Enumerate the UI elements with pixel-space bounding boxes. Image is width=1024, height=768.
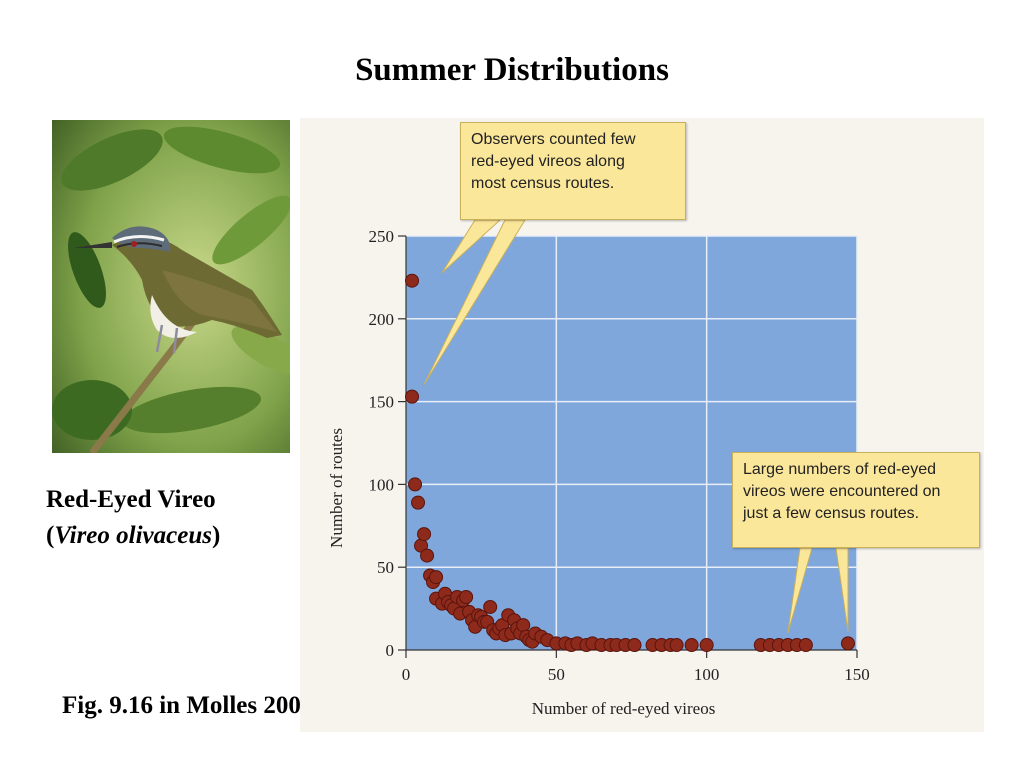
red-eyed-vireo-photo [52,120,290,453]
x-tick-label: 150 [844,665,870,684]
annotation-many-vireos: Large numbers of red-eyed vireos were en… [732,452,980,548]
annotation-line: red-eyed vireos along [471,153,625,170]
slide-title: Summer Distributions [355,52,669,88]
data-point [627,638,642,653]
callout-pointer [835,547,849,632]
annotation-line: Observers counted few [471,131,636,148]
data-point [417,527,432,542]
y-tick-label: 250 [369,227,395,246]
data-point [699,638,714,653]
common-name: Red-Eyed Vireo [46,486,216,513]
annotation-few-vireos: Observers counted few red-eyed vireos al… [460,122,686,220]
open-paren: ( [46,522,55,549]
y-tick-label: 0 [386,641,395,660]
tick-labels: 0 50 100 150 200 250 0 50 100 150 [369,227,870,684]
data-point [684,638,699,653]
scientific-name: Vireo olivaceus [54,522,212,549]
data-point [420,548,435,563]
figure-reference: Fig. 9.16 in Molles 2006 [62,692,314,719]
callout-pointer [441,219,502,274]
callout-pointers [423,219,849,634]
data-point [459,590,474,605]
data-point [840,636,855,651]
annotation-line: just a few census routes. [743,505,920,522]
data-point [798,638,813,653]
y-tick-label: 100 [369,475,395,494]
data-point [405,273,420,288]
scientific-name-line: (Vireo olivaceus) [46,518,220,554]
x-tick-label: 100 [694,665,720,684]
data-point [411,495,426,510]
bird-photo-illustration [52,120,290,453]
x-axis-label: Number of red-eyed vireos [532,699,716,718]
x-tick-label: 0 [402,665,411,684]
callout-pointer [787,547,813,634]
data-point [429,570,444,585]
scatter-chart: 0 50 100 150 200 250 0 50 100 150 Number of red-e… [300,118,984,732]
y-tick-label: 150 [369,393,395,412]
annotation-line: most census routes. [471,175,615,192]
x-tick-label: 50 [548,665,565,684]
plot-area [406,236,857,650]
chart-svg: 0 50 100 150 200 250 0 50 100 150 Number of red-e… [300,118,984,732]
y-tick-label: 50 [377,558,394,577]
data-point [669,638,684,653]
annotation-line: Large numbers of red-eyed [743,461,936,478]
data-point [483,599,498,614]
callout-pointer [423,219,526,385]
data-point [516,618,531,633]
close-paren: ) [211,522,221,549]
y-axis-label: Number of routes [327,428,346,548]
data-points [405,273,855,653]
annotation-line: vireos were encountered on [743,483,941,500]
data-point [405,389,420,404]
data-point [408,477,423,492]
species-caption: Red-Eyed Vireo (Vireo olivaceus) [46,482,220,554]
y-tick-label: 200 [369,310,395,329]
